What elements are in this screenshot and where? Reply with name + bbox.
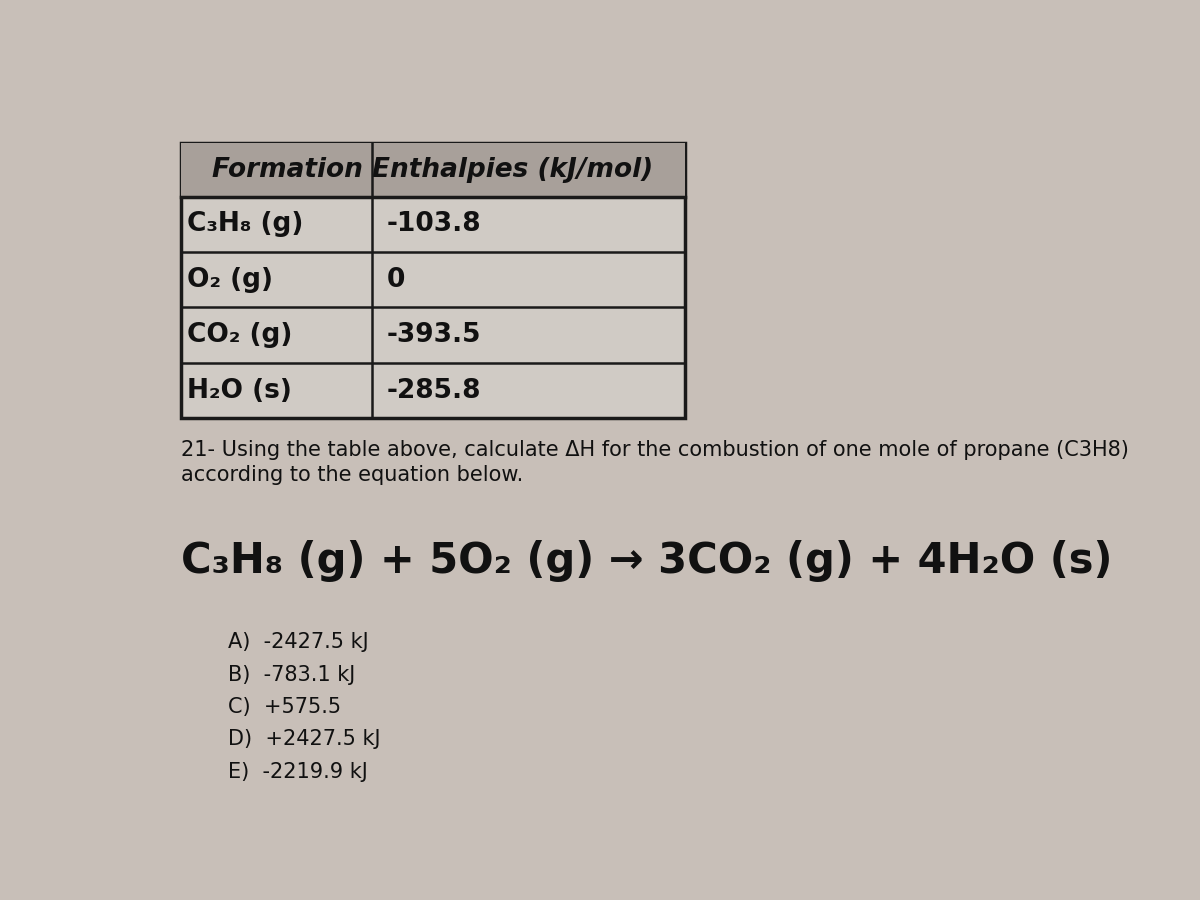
FancyBboxPatch shape — [181, 142, 685, 419]
Text: H₂O (s): H₂O (s) — [187, 378, 292, 403]
Text: D)  +2427.5 kJ: D) +2427.5 kJ — [228, 729, 380, 750]
Text: according to the equation below.: according to the equation below. — [181, 464, 523, 484]
Text: A)  -2427.5 kJ: A) -2427.5 kJ — [228, 633, 368, 652]
Text: -103.8: -103.8 — [386, 212, 481, 238]
Text: 0: 0 — [386, 266, 404, 292]
Text: C₃H₈ (g) + 5O₂ (g) → 3CO₂ (g) + 4H₂O (s): C₃H₈ (g) + 5O₂ (g) → 3CO₂ (g) + 4H₂O (s) — [181, 540, 1112, 582]
Text: CO₂ (g): CO₂ (g) — [187, 322, 293, 348]
Text: C₃H₈ (g): C₃H₈ (g) — [187, 212, 304, 238]
Text: B)  -783.1 kJ: B) -783.1 kJ — [228, 665, 355, 685]
Text: O₂ (g): O₂ (g) — [187, 266, 274, 292]
FancyBboxPatch shape — [181, 142, 685, 196]
Text: E)  -2219.9 kJ: E) -2219.9 kJ — [228, 761, 367, 782]
Text: -393.5: -393.5 — [386, 322, 481, 348]
Text: 21- Using the table above, calculate ΔH for the combustion of one mole of propan: 21- Using the table above, calculate ΔH … — [181, 440, 1129, 460]
Text: -285.8: -285.8 — [386, 378, 481, 403]
Text: C)  +575.5: C) +575.5 — [228, 697, 341, 717]
Text: Formation Enthalpies (kJ/mol): Formation Enthalpies (kJ/mol) — [212, 157, 654, 183]
